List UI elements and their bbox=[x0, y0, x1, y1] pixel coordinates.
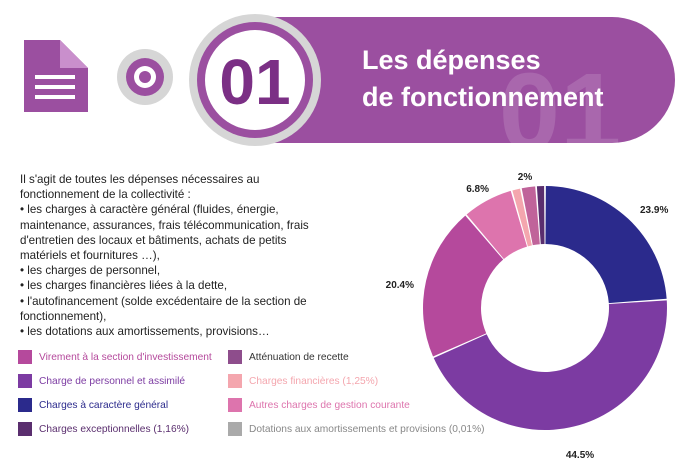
slice-label: 20.4% bbox=[386, 280, 414, 291]
document-icon bbox=[24, 40, 88, 112]
description-line: • les charges financières liées à la det… bbox=[20, 279, 228, 293]
title-banner bbox=[255, 17, 675, 143]
legend-item: Virement à la section d'investissement bbox=[18, 350, 212, 364]
legend-label: Charges financières (1,25%) bbox=[249, 375, 379, 387]
legend-swatch bbox=[228, 422, 242, 436]
description-line: • les dotations aux amortissements, prov… bbox=[20, 325, 270, 339]
chart-legend: Virement à la section d'investissement A… bbox=[18, 350, 508, 450]
legend-item: Dotations aux amortissements et provisio… bbox=[228, 422, 485, 436]
slice-label: 23.9% bbox=[640, 205, 668, 216]
description-line: Il s'agit de toutes les dépenses nécessa… bbox=[20, 173, 260, 186]
description-line: • les charges à caractère général (fluid… bbox=[20, 203, 279, 217]
donut-slice bbox=[545, 186, 667, 304]
description-line: • l'autofinancement (solde excédentaire … bbox=[20, 294, 307, 308]
legend-label: Autres charges de gestion courante bbox=[249, 399, 410, 411]
legend-item: Charges exceptionnelles (1,16%) bbox=[18, 422, 189, 436]
section-header: 01 01 Les dépenses de fonctionnement bbox=[24, 14, 675, 160]
donut-slice bbox=[536, 186, 545, 245]
legend-swatch bbox=[18, 398, 32, 412]
legend-item: Charges à caractère général bbox=[18, 398, 168, 412]
description-line: matériels et fournitures …), bbox=[20, 249, 160, 263]
section-title-line2: de fonctionnement bbox=[362, 82, 604, 112]
legend-swatch bbox=[228, 350, 242, 364]
description-line: fonctionnement de la collectivité : bbox=[20, 188, 191, 202]
legend-item: Charge de personnel et assimilé bbox=[18, 374, 185, 388]
legend-swatch bbox=[18, 350, 32, 364]
donut-slice bbox=[433, 300, 668, 431]
number-circle-inner bbox=[205, 30, 305, 130]
slice-label: 2% bbox=[518, 172, 533, 183]
slice-label: 6.8% bbox=[466, 184, 489, 195]
legend-label: Charges exceptionnelles (1,16%) bbox=[39, 423, 190, 435]
section-title-line1: Les dépenses bbox=[362, 45, 541, 75]
legend-label: Charges à caractère général bbox=[39, 399, 169, 411]
section-number: 01 bbox=[219, 46, 290, 118]
description-line: maintenance, assurances, frais télécommu… bbox=[20, 218, 309, 232]
legend-label: Atténuation de recette bbox=[249, 351, 349, 363]
legend-swatch bbox=[228, 374, 242, 388]
description-line: • les charges de personnel, bbox=[20, 264, 161, 278]
header-watermark: 01 bbox=[499, 51, 621, 160]
donut-slice bbox=[466, 190, 528, 259]
legend-item: Charges financières (1,25%) bbox=[228, 374, 378, 388]
slice-label: 44.5% bbox=[566, 450, 594, 461]
document-icon-fold bbox=[60, 40, 88, 68]
legend-swatch bbox=[18, 422, 32, 436]
description-line: fonctionnement), bbox=[20, 309, 107, 323]
legend-swatch bbox=[228, 398, 242, 412]
legend-label: Charge de personnel et assimilé bbox=[39, 375, 186, 387]
donut-slice bbox=[423, 215, 504, 357]
description-line: d'entretien des locaux et bâtiments, ach… bbox=[20, 233, 287, 247]
target-icon bbox=[117, 49, 173, 105]
donut-slice bbox=[521, 186, 540, 246]
legend-label: Dotations aux amortissements et provisio… bbox=[249, 423, 485, 435]
legend-swatch bbox=[18, 374, 32, 388]
description-text: Il s'agit de toutes les dépenses nécessa… bbox=[20, 172, 320, 339]
legend-label: Virement à la section d'investissement bbox=[39, 351, 212, 363]
legend-item: Atténuation de recette bbox=[228, 350, 349, 364]
donut-slice bbox=[512, 188, 532, 247]
legend-item: Autres charges de gestion courante bbox=[228, 398, 410, 412]
